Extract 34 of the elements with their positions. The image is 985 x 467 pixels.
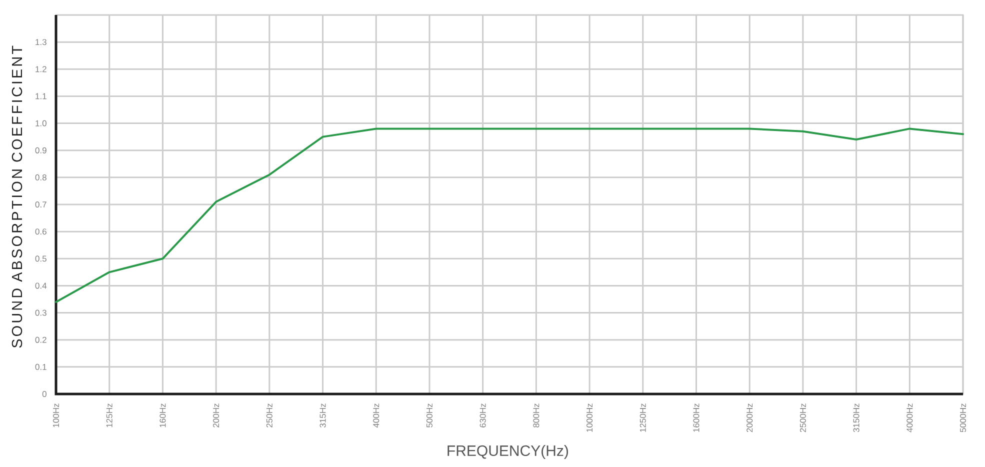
y-tick-label: 0.8 [35,174,46,180]
y-tick-label: 0.7 [35,202,46,208]
x-tick-label: 2000Hz [746,404,753,432]
x-tick-label: 400Hz [373,404,380,428]
x-tick-label: 1250Hz [640,404,646,432]
x-tick-label: 1000Hz [586,404,593,432]
x-tick-label: 200Hz [213,404,220,428]
y-tick-label: 1.2 [36,66,46,72]
y-axis-title: SOUND ABSORPTION COEFFICIENT [12,46,22,348]
x-tick-label: 3150Hz [853,404,860,432]
y-tick-label: 1.0 [36,120,46,126]
x-tick-label: 800Hz [533,404,540,428]
y-tick-label: 0.9 [35,147,46,154]
x-tick-label: 630Hz [480,404,486,428]
x-tick-label: 1600Hz [693,404,700,432]
x-tick-label: 500Hz [426,404,432,428]
x-tick-label: 160Hz [160,404,166,428]
y-tick-label: 1.3 [36,39,46,46]
x-tick-label: 5000Hz [960,404,966,432]
x-axis-title: FREQUENCY(Hz) [448,445,568,459]
x-tick-label: 125Hz [106,404,112,428]
y-tick-label: 1.1 [36,93,46,100]
y-tick-label: 0.6 [35,228,46,235]
y-tick-label: 0 [42,391,46,398]
x-tick-label: 4000Hz [906,404,913,432]
x-tick-label: 250Hz [266,404,272,428]
y-tick-label: 0.4 [35,282,47,289]
y-tick-label: 0.2 [35,336,46,343]
y-tick-label: 0.5 [35,256,46,262]
x-tick-label: 100Hz [53,404,60,428]
y-tick-label: 0.3 [35,310,46,316]
y-tick-label: 0.1 [35,364,46,370]
x-tick-label: 315Hz [320,404,326,428]
x-tick-label: 2500Hz [800,404,806,432]
